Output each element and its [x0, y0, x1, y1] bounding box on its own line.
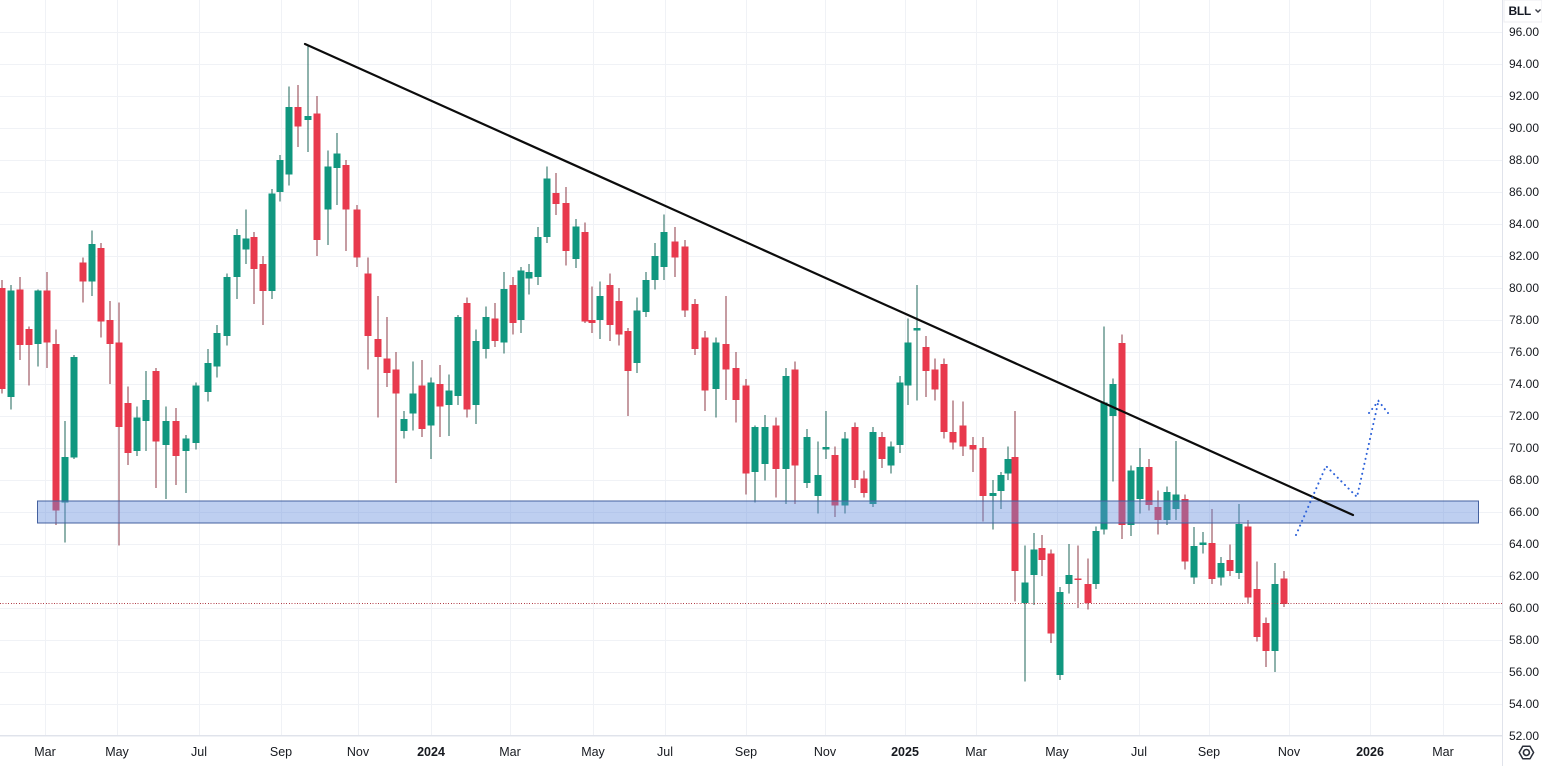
svg-text:BLL: BLL [1509, 4, 1531, 18]
svg-text:74.00: 74.00 [1509, 377, 1539, 391]
svg-text:72.00: 72.00 [1509, 409, 1539, 423]
svg-text:86.00: 86.00 [1509, 185, 1539, 199]
svg-text:54.00: 54.00 [1509, 697, 1539, 711]
svg-text:78.00: 78.00 [1509, 313, 1539, 327]
svg-text:2025: 2025 [891, 745, 919, 759]
svg-text:May: May [1045, 745, 1069, 759]
svg-text:Sep: Sep [270, 745, 292, 759]
svg-text:Mar: Mar [1432, 745, 1454, 759]
svg-text:70.00: 70.00 [1509, 441, 1539, 455]
svg-text:Sep: Sep [735, 745, 757, 759]
svg-text:Jul: Jul [657, 745, 673, 759]
svg-text:94.00: 94.00 [1509, 57, 1539, 71]
svg-text:56.00: 56.00 [1509, 665, 1539, 679]
svg-text:66.00: 66.00 [1509, 505, 1539, 519]
svg-text:82.00: 82.00 [1509, 249, 1539, 263]
svg-text:Sep: Sep [1198, 745, 1220, 759]
svg-text:60.00: 60.00 [1509, 601, 1539, 615]
svg-text:68.00: 68.00 [1509, 473, 1539, 487]
svg-text:Mar: Mar [965, 745, 987, 759]
svg-text:Jul: Jul [191, 745, 207, 759]
svg-text:80.00: 80.00 [1509, 281, 1539, 295]
svg-text:64.00: 64.00 [1509, 537, 1539, 551]
svg-text:58.00: 58.00 [1509, 633, 1539, 647]
svg-text:Mar: Mar [499, 745, 521, 759]
svg-text:2026: 2026 [1356, 745, 1384, 759]
svg-text:Nov: Nov [347, 745, 370, 759]
svg-text:Nov: Nov [1278, 745, 1301, 759]
svg-text:84.00: 84.00 [1509, 217, 1539, 231]
svg-text:May: May [581, 745, 605, 759]
svg-text:88.00: 88.00 [1509, 153, 1539, 167]
svg-text:Jul: Jul [1131, 745, 1147, 759]
svg-text:Mar: Mar [34, 745, 56, 759]
svg-text:May: May [105, 745, 129, 759]
svg-text:90.00: 90.00 [1509, 121, 1539, 135]
svg-text:96.00: 96.00 [1509, 25, 1539, 39]
svg-text:2024: 2024 [417, 745, 445, 759]
svg-text:Nov: Nov [814, 745, 837, 759]
svg-text:62.00: 62.00 [1509, 569, 1539, 583]
svg-text:92.00: 92.00 [1509, 89, 1539, 103]
svg-text:76.00: 76.00 [1509, 345, 1539, 359]
svg-text:52.00: 52.00 [1509, 729, 1539, 743]
